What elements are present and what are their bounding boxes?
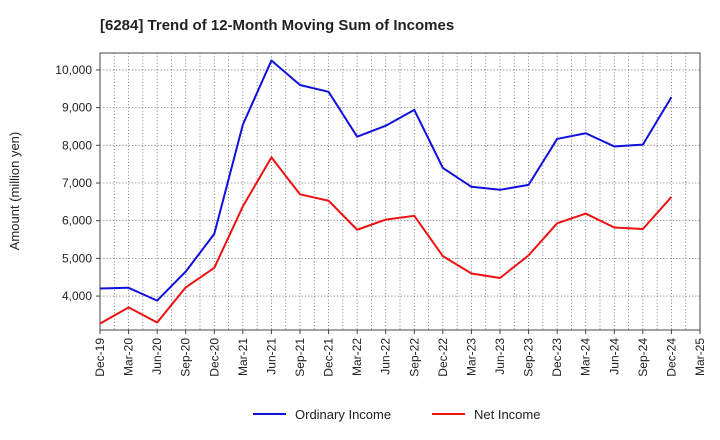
chart-title: [6284] Trend of 12-Month Moving Sum of I… [100, 17, 454, 34]
y-tick-label: 9,000 [62, 101, 92, 115]
x-tick-label: Mar-24 [579, 338, 593, 376]
y-axis: 4,000 5,000 6,000 7,000 8,000 9,000 10,000 [55, 63, 100, 303]
x-tick-label: Jun-23 [493, 338, 507, 375]
ordinary-income-line [99, 59, 673, 302]
x-tick-label: Sep-21 [293, 338, 307, 377]
x-tick-label: Dec-19 [93, 338, 107, 377]
x-tick-label: Sep-20 [179, 338, 193, 377]
y-tick-label: 8,000 [62, 138, 92, 152]
x-tick-label: Dec-22 [436, 338, 450, 377]
x-tick-label: Sep-22 [407, 338, 421, 377]
x-tick-label: Jun-21 [264, 338, 278, 375]
legend-label: Ordinary Income [295, 407, 391, 422]
y-axis-label: Amount (million yen) [7, 132, 22, 251]
y-tick-label: 10,000 [55, 63, 92, 77]
x-tick-label: Jun-22 [379, 338, 393, 375]
x-tick-label: Mar-22 [350, 338, 364, 376]
x-tick-label: Jun-20 [150, 338, 164, 375]
x-tick-label: Mar-20 [122, 338, 136, 376]
x-tick-label: Sep-23 [522, 338, 536, 377]
x-tick-label: Sep-24 [636, 338, 650, 377]
legend-label: Net Income [474, 407, 540, 422]
x-tick-label: Mar-21 [236, 338, 250, 376]
series-group [99, 59, 673, 325]
x-axis: Dec-19 Mar-20 Jun-20 Sep-20 Dec-20 Mar-21 Jun-… [93, 330, 707, 377]
y-tick-label: 7,000 [62, 176, 92, 190]
grid [100, 53, 700, 330]
y-tick-label: 5,000 [62, 251, 92, 265]
y-tick-label: 6,000 [62, 214, 92, 228]
x-tick-label: Mar-23 [464, 338, 478, 376]
x-tick-label: Dec-20 [207, 338, 221, 377]
x-tick-label: Mar-25 [693, 338, 707, 376]
y-tick-label: 4,000 [62, 289, 92, 303]
x-tick-label: Dec-24 [664, 338, 678, 377]
x-tick-label: Jun-24 [607, 338, 621, 375]
x-tick-label: Dec-23 [550, 338, 564, 377]
x-tick-label: Dec-21 [322, 338, 336, 377]
net-income-line [99, 156, 673, 325]
legend: Ordinary Income Net Income [253, 407, 540, 422]
